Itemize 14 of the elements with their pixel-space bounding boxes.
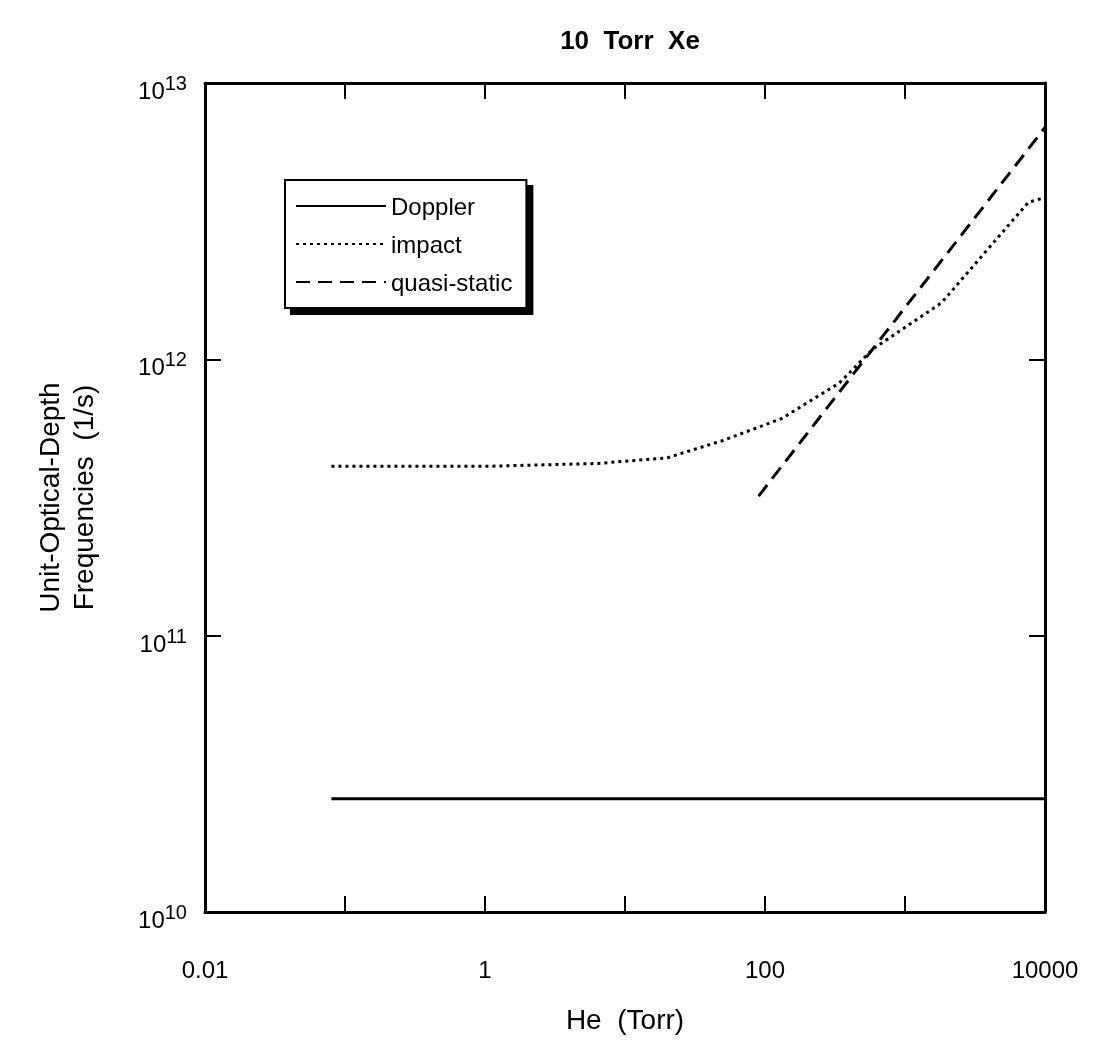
x-tick-label: 100 bbox=[744, 955, 786, 983]
legend-label: quasi-static bbox=[391, 268, 513, 296]
y-tick-label: 10$^{13}$ bbox=[138, 71, 187, 105]
x-axis-title: He (Torr) bbox=[565, 1003, 685, 1035]
legend-label: impact bbox=[391, 230, 463, 258]
y-tick-label: 10$^{11}$ bbox=[139, 623, 187, 658]
y-tick-label: 10$^{10}$ bbox=[138, 900, 187, 934]
y-tick-label: 10$^{12}$ bbox=[138, 347, 187, 382]
legend-label: Doppler bbox=[391, 192, 476, 220]
chart-title: 10 Torr Xe bbox=[560, 25, 700, 55]
x-tick-label: 10000 bbox=[1011, 955, 1079, 983]
y-axis-title: Unit-Optical-Depth Frequencies (1/s) bbox=[33, 382, 99, 613]
x-tick-label: 0.01 bbox=[181, 955, 229, 983]
x-tick-label: 1 bbox=[478, 955, 492, 983]
